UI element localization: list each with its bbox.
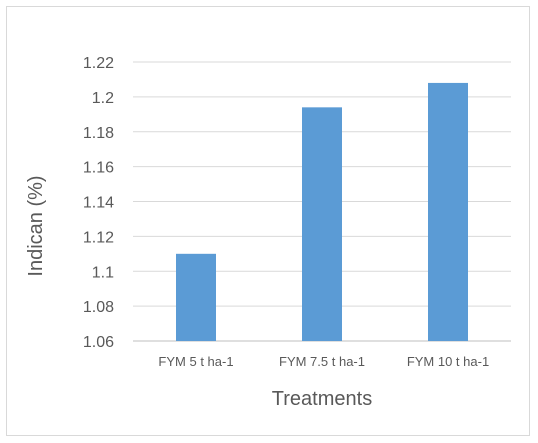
- y-tick-label: 1.1: [92, 264, 114, 281]
- x-category-label: FYM 7.5 t ha-1: [279, 354, 365, 369]
- y-tick-label: 1.22: [83, 55, 114, 72]
- y-tick-label: 1.12: [83, 229, 114, 246]
- y-tick-labels: 1.06 1.08 1.1 1.12 1.14 1.16 1.18 1.2 1.22: [83, 55, 114, 351]
- bars: [176, 82, 468, 342]
- y-tick-label: 1.18: [83, 125, 114, 142]
- y-tick-label: 1.14: [83, 195, 114, 212]
- x-category-label: FYM 10 t ha-1: [407, 354, 489, 369]
- y-tick-label: 1.06: [83, 334, 114, 351]
- bar: [302, 107, 342, 342]
- x-axis-title: Treatments: [272, 388, 372, 410]
- y-tick-label: 1.08: [83, 299, 114, 316]
- x-category-labels: FYM 5 t ha-1 FYM 7.5 t ha-1 FYM 10 t ha-1: [158, 354, 489, 369]
- bar: [428, 82, 468, 342]
- y-tick-label: 1.16: [83, 160, 114, 177]
- y-axis-title: Indican (%): [25, 175, 47, 276]
- y-tick-label: 1.2: [92, 90, 114, 107]
- x-category-label: FYM 5 t ha-1: [158, 354, 233, 369]
- bar: [176, 253, 216, 341]
